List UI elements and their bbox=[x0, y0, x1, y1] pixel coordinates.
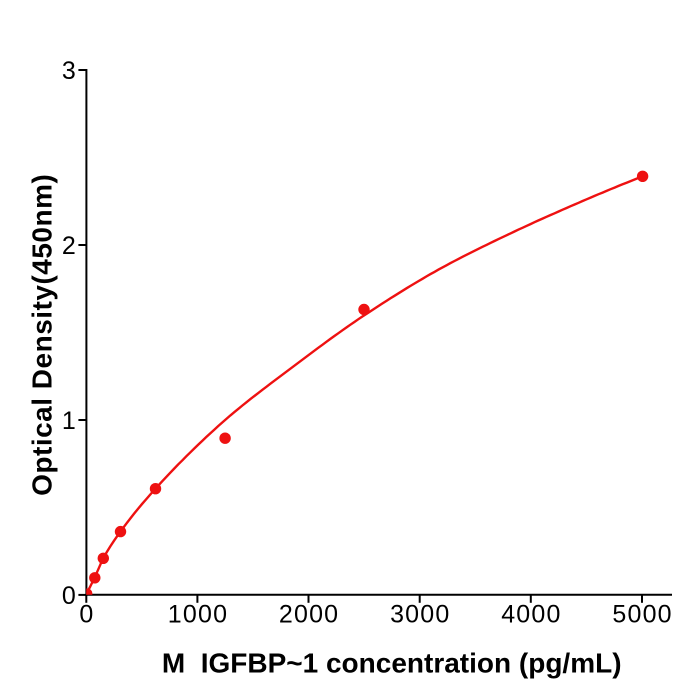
svg-text:Optical Density(450nm): Optical Density(450nm) bbox=[27, 174, 58, 496]
svg-text:2: 2 bbox=[62, 232, 77, 260]
svg-text:3: 3 bbox=[62, 57, 77, 85]
svg-text:1000: 1000 bbox=[168, 600, 228, 628]
svg-text:0: 0 bbox=[62, 582, 77, 610]
svg-text:M IGFBP~1 concentration (pg/m: M IGFBP~1 concentration (pg/mL) bbox=[162, 648, 622, 679]
svg-text:0: 0 bbox=[79, 600, 94, 628]
svg-text:5000: 5000 bbox=[612, 600, 672, 628]
svg-text:3000: 3000 bbox=[390, 600, 450, 628]
svg-text:1: 1 bbox=[62, 407, 77, 435]
svg-text:4000: 4000 bbox=[501, 600, 561, 628]
svg-text:2000: 2000 bbox=[279, 600, 339, 628]
